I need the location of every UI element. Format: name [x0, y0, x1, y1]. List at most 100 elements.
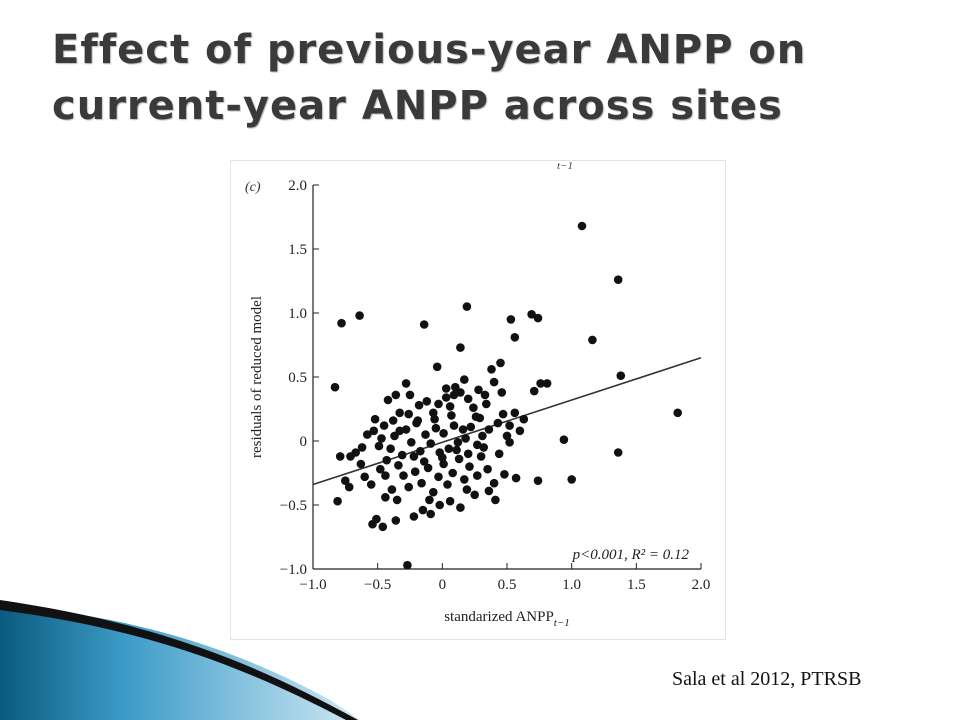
data-point	[502, 431, 512, 441]
data-point	[429, 408, 438, 418]
data-point	[355, 311, 364, 320]
data-point	[449, 390, 459, 400]
y-tick-label: −0.5	[280, 498, 307, 514]
data-point	[448, 468, 457, 478]
data-point	[458, 425, 468, 434]
data-point	[493, 418, 503, 428]
regression-line	[312, 357, 702, 486]
data-point	[409, 452, 419, 461]
citation: Sala et al 2012, PTRSB	[672, 668, 862, 690]
data-point	[476, 452, 486, 461]
data-point	[391, 516, 401, 525]
data-point	[423, 463, 433, 473]
data-point	[483, 464, 492, 474]
data-point	[444, 444, 454, 454]
data-point	[471, 412, 481, 421]
data-point	[613, 448, 623, 457]
data-point	[460, 375, 469, 384]
data-point	[461, 434, 470, 443]
data-point	[542, 379, 552, 388]
data-point	[403, 560, 412, 570]
data-point	[511, 473, 521, 483]
scatter-plot: t−1 −1.0 −0.5 0 0.5 1.0 1.5 2.0 −1.0 −0.5 0 0.5 1.0 1…	[245, 161, 711, 629]
data-point	[392, 495, 402, 505]
data-point	[515, 426, 525, 436]
data-point	[533, 476, 543, 486]
data-point	[577, 221, 587, 231]
x-axis-label: standarized ANPPt−1	[444, 609, 570, 629]
data-point	[505, 421, 514, 430]
y-tick-label: 1.5	[288, 242, 307, 258]
data-point	[394, 461, 403, 470]
data-point	[377, 434, 386, 443]
data-point	[356, 459, 366, 469]
data-point	[613, 275, 623, 284]
data-point	[452, 445, 461, 455]
data-point	[370, 414, 380, 424]
data-point	[388, 416, 398, 425]
data-point	[401, 379, 411, 388]
data-point	[500, 470, 509, 479]
data-point	[462, 485, 472, 494]
data-point	[527, 310, 536, 319]
data-point	[529, 386, 539, 396]
data-point	[441, 384, 451, 393]
y-axis-label: residuals of reduced model	[249, 296, 265, 458]
data-point	[484, 486, 494, 496]
data-point	[439, 429, 448, 438]
data-point	[351, 448, 360, 457]
x-tick-label: 1.0	[562, 577, 581, 593]
x-tick-label: 2.0	[692, 577, 711, 593]
data-point	[559, 435, 569, 445]
data-point	[374, 441, 384, 451]
data-point	[454, 454, 464, 464]
data-point	[463, 449, 473, 459]
data-point	[330, 382, 340, 392]
data-point	[390, 431, 399, 441]
data-point	[470, 490, 479, 500]
swoosh-light-band	[0, 604, 360, 720]
x-tick-label: 1.5	[627, 577, 646, 593]
data-point	[445, 496, 455, 506]
data-point	[449, 421, 459, 430]
data-point	[482, 399, 491, 409]
data-point	[462, 302, 472, 311]
data-point	[422, 397, 432, 406]
data-point	[416, 446, 425, 456]
stats-annotation: p<0.001, R² = 0.12	[572, 547, 690, 563]
data-point	[414, 400, 424, 410]
data-point	[443, 480, 452, 489]
data-point	[445, 402, 455, 411]
data-point	[366, 480, 376, 489]
data-point	[360, 472, 369, 482]
data-point	[378, 522, 388, 532]
data-point	[357, 443, 367, 452]
data-point	[405, 390, 415, 400]
data-point	[447, 411, 456, 420]
x-tick-label: −1.0	[299, 577, 326, 593]
data-point	[341, 476, 350, 486]
data-point	[376, 464, 385, 474]
data-point	[478, 431, 487, 441]
data-point	[567, 475, 576, 484]
data-point	[404, 482, 413, 492]
data-point	[383, 395, 393, 405]
slide-title-line-1: Effect of previous-year ANPP on	[52, 27, 807, 73]
data-point	[369, 426, 379, 436]
data-point	[480, 390, 490, 400]
data-point	[381, 471, 390, 480]
x-tick-label: 0.5	[498, 577, 517, 593]
data-point	[510, 408, 520, 418]
data-point	[337, 318, 346, 328]
data-point	[399, 471, 408, 480]
data-point	[397, 450, 407, 460]
data-point	[421, 430, 430, 439]
data-point	[494, 449, 504, 459]
data-point	[387, 485, 397, 494]
data-point	[429, 487, 438, 497]
data-point	[588, 335, 597, 345]
data-point	[368, 519, 377, 529]
data-point	[413, 416, 423, 425]
data-point	[431, 423, 441, 433]
